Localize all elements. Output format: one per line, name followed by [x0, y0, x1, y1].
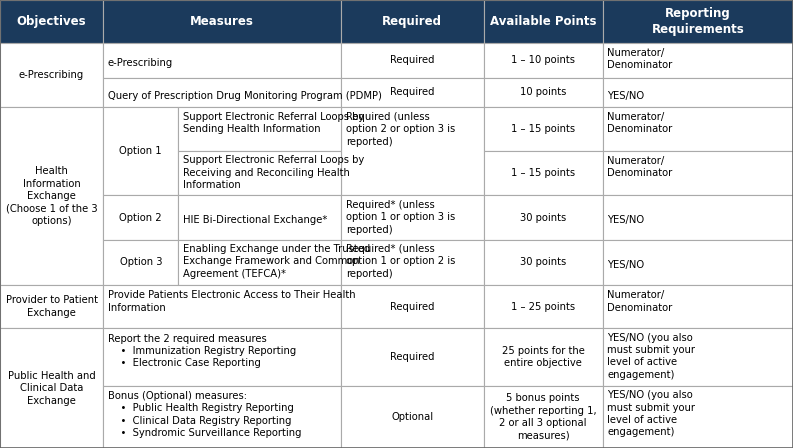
Text: Required (unless
option 2 or option 3 is
reported): Required (unless option 2 or option 3 is…: [346, 112, 455, 146]
Text: Required* (unless
option 1 or option 3 is
reported): Required* (unless option 1 or option 3 i…: [346, 200, 455, 235]
Text: Option 1: Option 1: [120, 146, 162, 156]
Bar: [484, 43, 603, 78]
Text: Required: Required: [390, 87, 435, 98]
Bar: [603, 108, 793, 151]
Bar: [603, 285, 793, 328]
Bar: [103, 285, 341, 328]
Text: 5 bonus points
(whether reporting 1,
2 or all 3 optional
measures): 5 bonus points (whether reporting 1, 2 o…: [490, 393, 596, 440]
Bar: [603, 328, 793, 386]
Text: Measures: Measures: [190, 15, 254, 28]
Bar: [103, 43, 341, 78]
Bar: [484, 78, 603, 108]
Bar: [103, 0, 341, 43]
Bar: [484, 285, 603, 328]
Text: Required: Required: [390, 352, 435, 362]
Bar: [603, 78, 793, 108]
Bar: [603, 0, 793, 43]
Text: 1 – 15 points: 1 – 15 points: [511, 168, 575, 178]
Text: 1 – 25 points: 1 – 25 points: [511, 302, 575, 312]
Bar: [0, 43, 103, 108]
Text: Available Points: Available Points: [490, 15, 596, 28]
Text: Query of Prescription Drug Monitoring Program (PDMP): Query of Prescription Drug Monitoring Pr…: [108, 90, 381, 101]
Bar: [484, 0, 603, 43]
Text: Numerator/
Denominator: Numerator/ Denominator: [607, 112, 672, 134]
Text: Enabling Exchange under the Trusted
Exchange Framework and Common
Agreement (TEF: Enabling Exchange under the Trusted Exch…: [183, 244, 370, 279]
Text: Required: Required: [382, 15, 442, 28]
Text: HIE Bi-Directional Exchange*: HIE Bi-Directional Exchange*: [183, 215, 328, 225]
Text: Required: Required: [390, 56, 435, 65]
Bar: [0, 285, 103, 328]
Bar: [484, 328, 603, 386]
Text: YES/NO (you also
must submit your
level of active
engagement): YES/NO (you also must submit your level …: [607, 333, 695, 380]
Bar: [603, 240, 793, 285]
Text: Health
Information
Exchange
(Choose 1 of the 3
options): Health Information Exchange (Choose 1 of…: [6, 166, 98, 226]
Bar: [0, 328, 103, 448]
Text: Option 3: Option 3: [120, 257, 162, 267]
Bar: [0, 0, 103, 43]
Bar: [341, 285, 484, 328]
Text: Numerator/
Denominator: Numerator/ Denominator: [607, 290, 672, 313]
Bar: [603, 195, 793, 240]
Text: 1 – 15 points: 1 – 15 points: [511, 125, 575, 134]
Bar: [103, 386, 341, 448]
Text: Required* (unless
option 1 or option 2 is
reported): Required* (unless option 1 or option 2 i…: [346, 244, 455, 279]
Text: Required: Required: [390, 302, 435, 312]
Bar: [341, 386, 484, 448]
Bar: [603, 386, 793, 448]
Bar: [0, 108, 103, 285]
Bar: [603, 43, 793, 78]
Bar: [484, 386, 603, 448]
Text: Reporting
Requirements: Reporting Requirements: [652, 7, 744, 36]
Bar: [341, 0, 484, 43]
Text: Objectives: Objectives: [17, 15, 86, 28]
Bar: [178, 240, 341, 285]
Text: Support Electronic Referral Loops by
Sending Health Information: Support Electronic Referral Loops by Sen…: [183, 112, 365, 134]
Bar: [341, 240, 484, 285]
Bar: [603, 151, 793, 195]
Bar: [178, 108, 341, 151]
Text: Support Electronic Referral Loops by
Receiving and Reconciling Health
Informatio: Support Electronic Referral Loops by Rec…: [183, 155, 365, 190]
Text: e-Prescribing: e-Prescribing: [108, 58, 173, 68]
Bar: [103, 78, 341, 108]
Bar: [178, 195, 341, 240]
Text: Option 2: Option 2: [120, 212, 162, 223]
Text: 1 – 10 points: 1 – 10 points: [511, 56, 575, 65]
Bar: [103, 108, 178, 195]
Text: Optional: Optional: [391, 412, 434, 422]
Bar: [484, 195, 603, 240]
Text: Provider to Patient
Exchange: Provider to Patient Exchange: [6, 295, 98, 318]
Text: e-Prescribing: e-Prescribing: [19, 70, 84, 80]
Bar: [341, 43, 484, 78]
Bar: [484, 151, 603, 195]
Bar: [178, 151, 341, 195]
Bar: [484, 108, 603, 151]
Text: YES/NO: YES/NO: [607, 260, 645, 270]
Bar: [484, 240, 603, 285]
Text: 25 points for the
entire objective: 25 points for the entire objective: [502, 346, 584, 368]
Bar: [103, 328, 341, 386]
Bar: [103, 195, 178, 240]
Bar: [341, 195, 484, 240]
Text: Report the 2 required measures
    •  Immunization Registry Reporting
    •  Ele: Report the 2 required measures • Immuniz…: [108, 334, 296, 368]
Text: YES/NO (you also
must submit your
level of active
engagement): YES/NO (you also must submit your level …: [607, 390, 695, 437]
Bar: [341, 78, 484, 108]
Text: 10 points: 10 points: [520, 87, 566, 98]
Text: Public Health and
Clinical Data
Exchange: Public Health and Clinical Data Exchange: [8, 370, 95, 405]
Bar: [341, 328, 484, 386]
Text: 30 points: 30 points: [520, 212, 566, 223]
Text: YES/NO: YES/NO: [607, 215, 645, 225]
Text: YES/NO: YES/NO: [607, 90, 645, 101]
Text: Numerator/
Denominator: Numerator/ Denominator: [607, 47, 672, 70]
Bar: [103, 240, 178, 285]
Text: Bonus (Optional) measures:
    •  Public Health Registry Reporting
    •  Clinic: Bonus (Optional) measures: • Public Heal…: [108, 391, 301, 438]
Bar: [341, 108, 484, 195]
Text: Provide Patients Electronic Access to Their Health
Information: Provide Patients Electronic Access to Th…: [108, 290, 355, 313]
Text: Numerator/
Denominator: Numerator/ Denominator: [607, 156, 672, 178]
Text: 30 points: 30 points: [520, 257, 566, 267]
